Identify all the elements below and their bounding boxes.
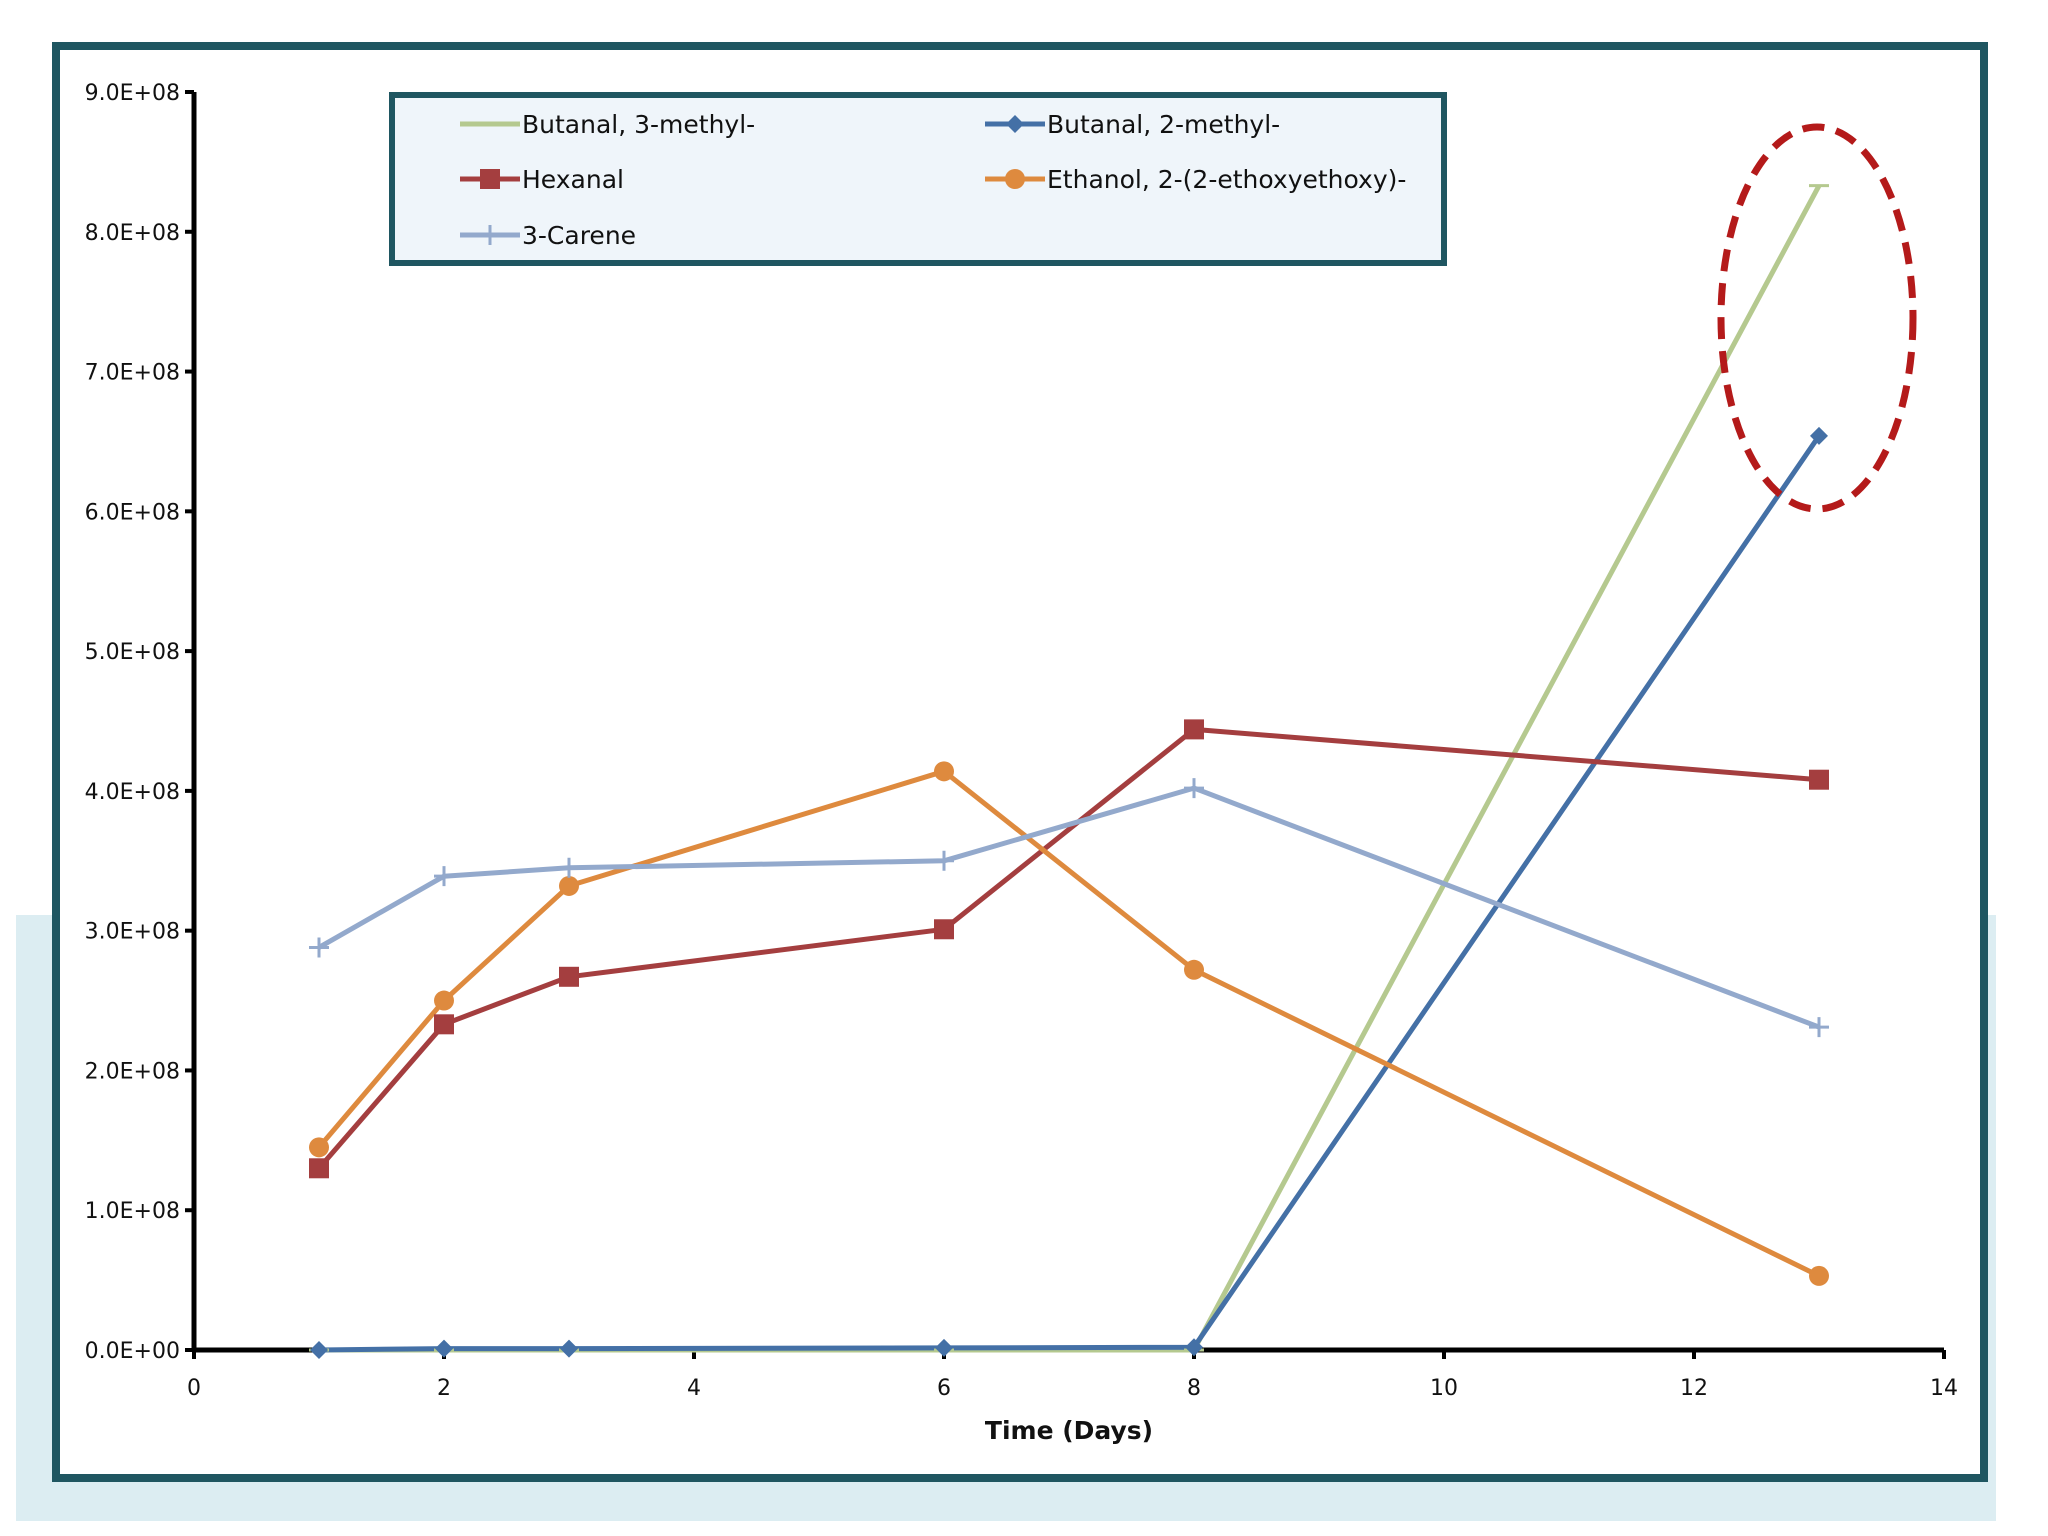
legend: Butanal, 3-methyl- Butanal, 2-methyl- Hexa… bbox=[389, 92, 1447, 266]
chart-frame bbox=[52, 42, 1988, 1482]
x-tick-label: 14 bbox=[1930, 1376, 1958, 1401]
y-tick-label: 7.0E+08 bbox=[85, 361, 180, 386]
y-tick-label: 1.0E+08 bbox=[85, 1199, 180, 1224]
legend-label: Ethanol, 2-(2-ethoxyethoxy)- bbox=[1047, 165, 1406, 194]
y-tick-label: 6.0E+08 bbox=[85, 500, 180, 525]
x-tick-label: 12 bbox=[1680, 1376, 1708, 1401]
data-point bbox=[1184, 778, 1204, 799]
series-line bbox=[317, 768, 1821, 1279]
x-tick-label: 4 bbox=[687, 1376, 701, 1401]
legend-swatch-marker bbox=[1006, 115, 1024, 133]
data-point bbox=[434, 990, 454, 1011]
data-point bbox=[434, 866, 454, 887]
series-markers bbox=[309, 184, 1829, 1359]
legend-swatch-marker bbox=[480, 225, 500, 245]
data-point bbox=[310, 1341, 328, 1359]
series-line bbox=[317, 726, 1820, 1170]
series-line bbox=[317, 785, 1820, 1030]
legend-swatch-marker bbox=[480, 169, 500, 189]
data-point bbox=[1184, 719, 1204, 740]
highlight-ellipse bbox=[1717, 123, 1917, 513]
data-point bbox=[559, 966, 579, 987]
data-point bbox=[309, 1137, 329, 1158]
y-tick-label: 4.0E+08 bbox=[85, 780, 180, 805]
legend-swatch-marker bbox=[1005, 169, 1025, 189]
series-lines bbox=[317, 184, 1822, 1353]
x-axis-title: Time (Days) bbox=[985, 1416, 1153, 1445]
x-tick-label: 0 bbox=[187, 1376, 201, 1401]
x-tick-label: 8 bbox=[1187, 1376, 1201, 1401]
data-point bbox=[559, 857, 579, 878]
x-tick-label: 2 bbox=[437, 1376, 451, 1401]
data-point bbox=[1809, 1265, 1829, 1286]
data-point bbox=[935, 1338, 953, 1357]
legend-box bbox=[389, 92, 1447, 266]
data-point bbox=[1809, 1017, 1829, 1038]
series-line bbox=[318, 434, 1822, 1353]
y-tick-label: 5.0E+08 bbox=[85, 640, 180, 665]
legend-label: Hexanal bbox=[522, 165, 624, 194]
legend-label: Butanal, 2-methyl- bbox=[1047, 110, 1280, 139]
legend-label: Butanal, 3-methyl- bbox=[522, 110, 755, 139]
data-point bbox=[560, 1339, 578, 1358]
data-point bbox=[435, 1339, 453, 1358]
y-tick-label: 3.0E+08 bbox=[85, 920, 180, 945]
axes bbox=[191, 92, 1944, 1353]
data-point bbox=[309, 937, 329, 958]
data-point bbox=[934, 761, 954, 782]
data-point bbox=[559, 875, 579, 896]
y-tick-label: 8.0E+08 bbox=[85, 221, 180, 246]
y-tick-label: 2.0E+08 bbox=[85, 1059, 180, 1084]
data-point bbox=[1185, 1338, 1203, 1357]
data-point bbox=[1809, 769, 1829, 790]
y-tick-label: 0.0E+00 bbox=[85, 1339, 180, 1364]
legend-label: 3-Carene bbox=[522, 221, 636, 250]
data-point bbox=[934, 919, 954, 940]
data-point bbox=[1810, 426, 1828, 445]
axis-ticks: 0.0E+00 1.0E+08 2.0E+08 3.0E+08 4.0E+08 5.0E+… bbox=[85, 81, 1958, 1401]
x-tick-label: 10 bbox=[1430, 1376, 1458, 1401]
data-point bbox=[309, 1158, 329, 1179]
data-point bbox=[1184, 959, 1204, 980]
y-tick-label: 9.0E+08 bbox=[85, 81, 180, 106]
data-point bbox=[934, 850, 954, 871]
x-tick-label: 6 bbox=[937, 1376, 951, 1401]
data-point bbox=[434, 1014, 454, 1035]
